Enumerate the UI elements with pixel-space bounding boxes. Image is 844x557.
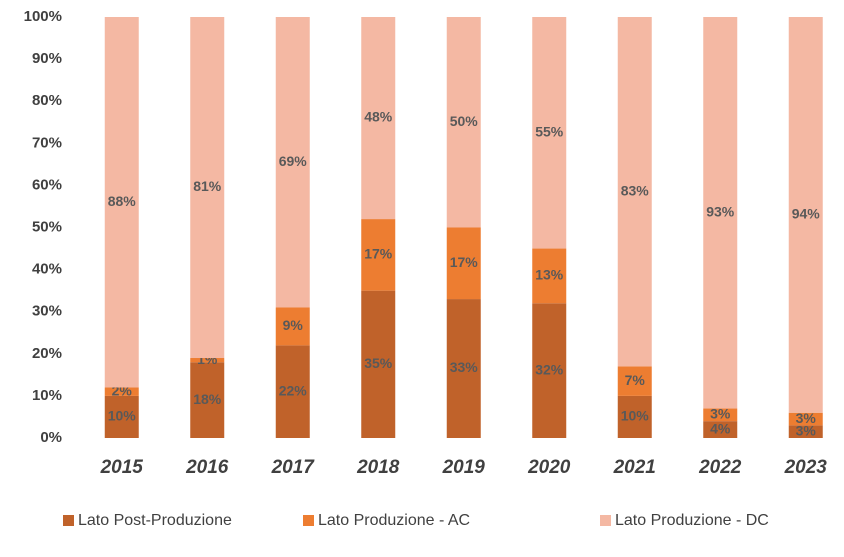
bar-segment [361, 17, 396, 220]
bar-segment [190, 17, 225, 359]
y-tick-label: 90% [32, 50, 62, 67]
data-label: 35% [364, 355, 393, 371]
y-tick-label: 40% [32, 261, 62, 278]
legend-label: Lato Post-Produzione [78, 512, 232, 529]
data-label: 10% [621, 408, 650, 424]
y-tick-label: 60% [32, 176, 62, 193]
bar-segment [446, 299, 481, 438]
y-tick-label: 30% [32, 303, 62, 320]
y-tick-label: 20% [32, 345, 62, 362]
data-label: 22% [279, 382, 308, 398]
data-label: 33% [450, 359, 479, 375]
bar-segment [104, 387, 139, 396]
bar-segment [275, 17, 310, 308]
bar-segment [104, 395, 139, 438]
y-tick-label: 0% [40, 429, 62, 446]
x-tick-label: 2021 [613, 457, 656, 478]
data-label: 4% [710, 420, 731, 436]
bar-segment [617, 366, 652, 396]
data-label: 17% [364, 246, 393, 262]
x-tick-label: 2019 [442, 457, 486, 478]
legend-swatch [303, 515, 314, 526]
data-label: 81% [193, 178, 222, 194]
x-tick-label: 2016 [185, 457, 229, 478]
data-label: 18% [193, 391, 222, 407]
data-label: 48% [364, 109, 393, 125]
data-label: 93% [706, 203, 735, 219]
data-label: 83% [621, 182, 650, 198]
data-label: 17% [450, 254, 479, 270]
bar-segment [703, 408, 738, 422]
bar-segment [788, 17, 823, 413]
x-tick-label: 2018 [356, 457, 400, 478]
data-label: 13% [535, 267, 564, 283]
bar-segment [446, 17, 481, 228]
data-label: 32% [535, 361, 564, 377]
bar-segment [275, 345, 310, 438]
data-label: 10% [108, 408, 137, 424]
bar-segment [275, 307, 310, 346]
y-tick-label: 80% [32, 92, 62, 109]
data-label: 88% [108, 193, 137, 209]
legend-label: Lato Produzione - AC [318, 512, 470, 529]
x-tick-label: 2015 [100, 457, 144, 478]
x-tick-label: 2023 [784, 457, 828, 478]
bar-segment [788, 412, 823, 426]
bar-segment [703, 421, 738, 438]
bar-segment [104, 17, 139, 388]
bar-segment [703, 17, 738, 409]
data-label: 3% [796, 422, 817, 438]
data-label: 69% [279, 153, 308, 169]
data-label: 7% [625, 372, 646, 388]
bar-segment [190, 362, 225, 438]
data-label: 3% [710, 406, 731, 422]
bar-segment [361, 219, 396, 291]
data-label: 3% [796, 410, 817, 426]
x-tick-label: 2017 [271, 457, 316, 478]
y-tick-label: 10% [32, 387, 62, 404]
legend-label: Lato Produzione - DC [615, 512, 769, 529]
bar-segment [532, 248, 567, 304]
x-tick-label: 2020 [527, 457, 571, 478]
bar-segment [446, 227, 481, 300]
bar-segment [361, 290, 396, 438]
legend-swatch [63, 515, 74, 526]
y-tick-label: 70% [32, 134, 62, 151]
bar-segment [617, 395, 652, 438]
y-tick-label: 50% [32, 218, 62, 235]
data-label: 94% [792, 206, 821, 222]
legend-swatch [600, 515, 611, 526]
data-label: 55% [535, 123, 564, 139]
y-tick-label: 100% [24, 8, 62, 25]
bar-segment [617, 17, 652, 367]
data-label: 50% [450, 113, 479, 129]
x-tick-label: 2022 [698, 457, 742, 478]
bar-segment [532, 17, 567, 249]
bar-segment [190, 358, 225, 363]
bar-segment [788, 425, 823, 438]
data-label: 9% [283, 317, 304, 333]
bar-segment [532, 303, 567, 438]
